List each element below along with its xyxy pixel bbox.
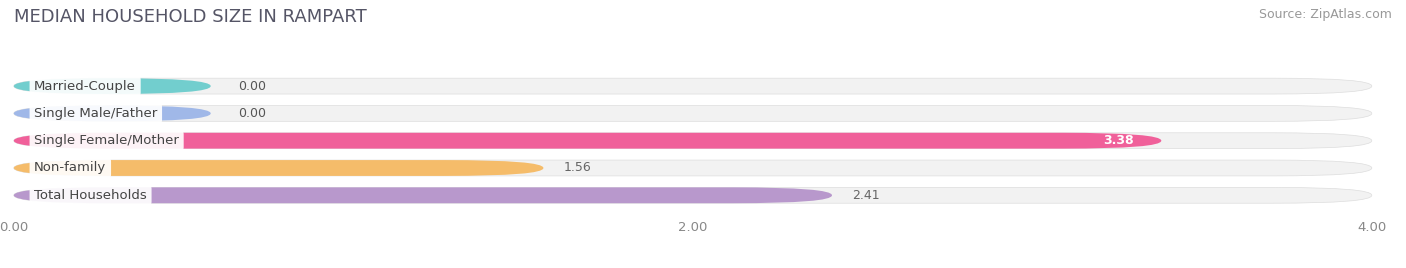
FancyBboxPatch shape [14, 106, 1372, 121]
Text: Married-Couple: Married-Couple [34, 80, 136, 93]
Text: 0.00: 0.00 [238, 107, 266, 120]
FancyBboxPatch shape [14, 78, 211, 94]
FancyBboxPatch shape [14, 133, 1161, 149]
Text: Source: ZipAtlas.com: Source: ZipAtlas.com [1258, 8, 1392, 21]
Text: 3.38: 3.38 [1104, 134, 1135, 147]
Text: 0.00: 0.00 [238, 80, 266, 93]
FancyBboxPatch shape [14, 160, 1372, 176]
FancyBboxPatch shape [14, 160, 544, 176]
FancyBboxPatch shape [14, 106, 211, 121]
Text: Single Male/Father: Single Male/Father [34, 107, 157, 120]
FancyBboxPatch shape [14, 78, 1372, 94]
Text: MEDIAN HOUSEHOLD SIZE IN RAMPART: MEDIAN HOUSEHOLD SIZE IN RAMPART [14, 8, 367, 26]
Text: 2.41: 2.41 [852, 189, 880, 202]
FancyBboxPatch shape [14, 187, 1372, 203]
Text: 1.56: 1.56 [564, 162, 592, 174]
FancyBboxPatch shape [14, 133, 1372, 149]
FancyBboxPatch shape [14, 187, 832, 203]
Text: Total Households: Total Households [34, 189, 148, 202]
Text: Single Female/Mother: Single Female/Mother [34, 134, 179, 147]
Text: Non-family: Non-family [34, 162, 107, 174]
